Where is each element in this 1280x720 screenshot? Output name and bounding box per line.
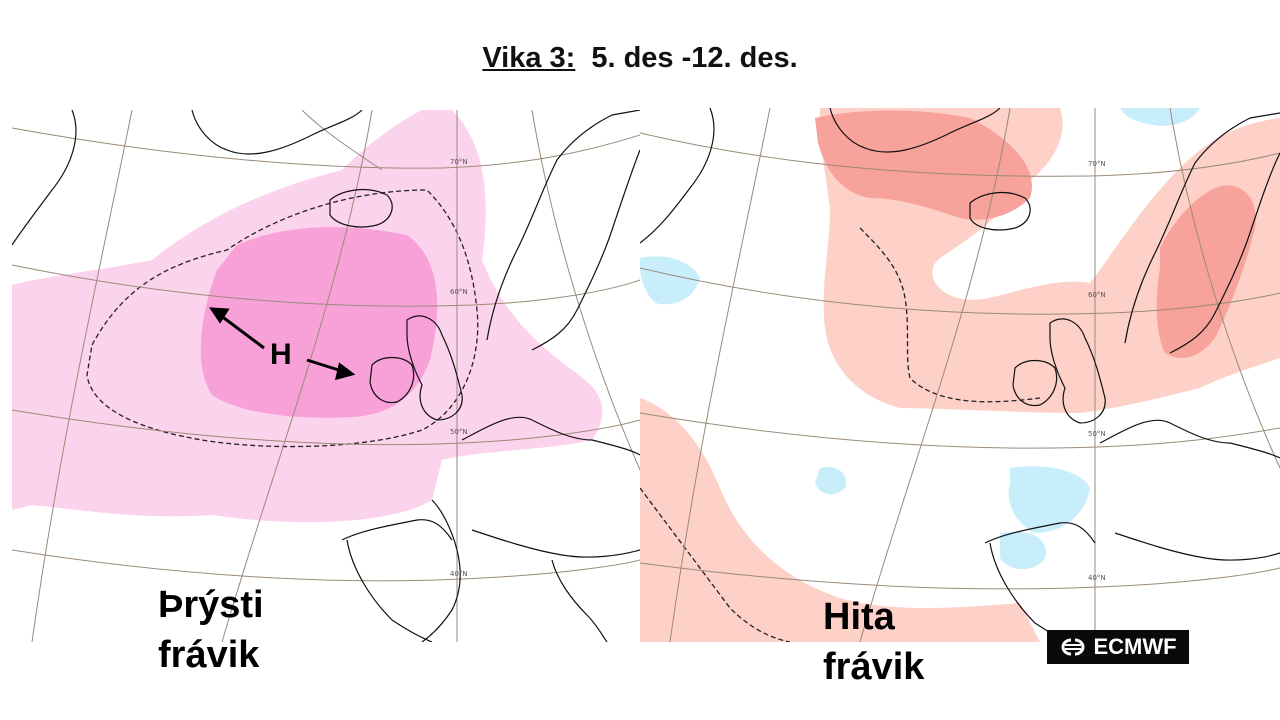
cold-patch-north [815, 466, 846, 495]
strong-warm-scandinavia [1156, 185, 1256, 358]
lat-label-40: 40°N [1088, 574, 1106, 582]
caption-line-1: Þrýsti [158, 584, 264, 626]
temperature-anomaly-map: 70°N 60°N 50°N 40°N [640, 108, 1280, 642]
lat-label-50: 50°N [450, 428, 468, 436]
arrows [209, 307, 356, 381]
high-pressure-label: H [270, 338, 292, 371]
lat-label-40: 40°N [450, 570, 468, 578]
temperature-anomaly-caption: Hita frávik [823, 592, 924, 692]
lat-label-50: 50°N [1088, 430, 1106, 438]
strong-warm-greenland [815, 110, 1032, 220]
caption-line-1: Hita [823, 596, 895, 638]
lat-label-70: 70°N [450, 158, 468, 166]
ecmwf-logo: ECMWF [1047, 630, 1189, 664]
warm-anomaly-left-band [640, 398, 1040, 642]
cold-patch-iberia [1008, 466, 1090, 533]
date-range: 5. des -12. des. [591, 42, 798, 74]
lat-label-60: 60°N [1088, 291, 1106, 299]
graticule [640, 108, 1280, 642]
pressure-anomaly-dashed-contour [86, 189, 479, 448]
cold-patch-corner [1120, 108, 1200, 126]
pressure-anomaly-map: 70°N 60°N 50°N 40°N [12, 110, 640, 642]
pressure-anomaly-caption: Þrýsti frávik [158, 580, 264, 680]
temperature-anomaly-svg [640, 108, 1280, 642]
caption-line-2: frávik [823, 646, 925, 688]
temperature-dashed-contour-2 [640, 487, 791, 642]
caption-line-2: frávik [158, 634, 260, 676]
coastlines [640, 108, 1280, 642]
week-label: Vika 3: [482, 42, 576, 74]
pressure-anomaly-strong-area [200, 227, 438, 418]
temperature-dashed-contour [859, 227, 1041, 403]
slide-title: Vika 3: 5. des -12. des. [0, 42, 1280, 75]
cold-patch-spain [1000, 531, 1046, 570]
lat-label-60: 60°N [450, 288, 468, 296]
ecmwf-wave-icon [1062, 638, 1085, 656]
lat-label-70: 70°N [1088, 160, 1106, 168]
ecmwf-logo-text: ECMWF [1093, 634, 1177, 659]
pressure-anomaly-svg [12, 110, 640, 642]
coastlines [12, 110, 640, 642]
cold-patch-atlantic [640, 256, 700, 305]
